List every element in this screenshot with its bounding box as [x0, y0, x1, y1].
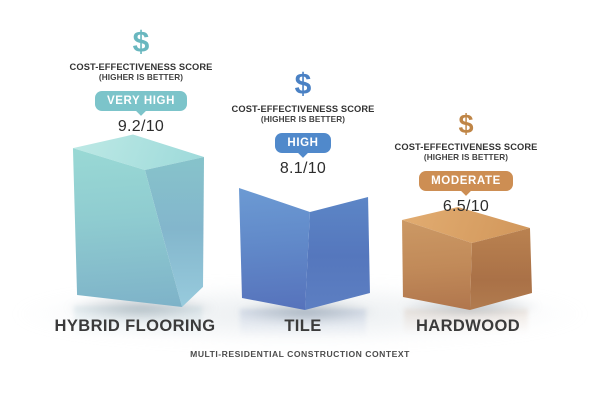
score-subtitle: (HIGHER IS BETTER): [260, 114, 346, 124]
score-value: 8.1/10: [279, 160, 327, 178]
dollar-icon: $: [458, 109, 474, 139]
score-value: 9.2/10: [117, 118, 165, 136]
dollar-icon: $: [294, 68, 312, 101]
category-label-hardwood: HARDWOOD: [415, 317, 521, 335]
bar-reflection-hybrid: [74, 306, 202, 344]
score-subtitle: (HIGHER IS BETTER): [423, 152, 509, 162]
score-title: COST-EFFECTIVENESS SCORE: [394, 142, 538, 152]
bar-tile: [236, 172, 372, 312]
bar-right-face: [304, 197, 370, 311]
score-subtitle: (HIGHER IS BETTER): [98, 72, 184, 82]
score-title: COST-EFFECTIVENESS SCORE: [69, 62, 213, 72]
rating-badge: HIGH: [275, 132, 331, 159]
annotation-column-tile: $ COST-EFFECTIVENESS SCORE (HIGHER IS BE…: [203, 70, 403, 178]
context-caption: MULTI-RESIDENTIAL CONSTRUCTION CONTEXT: [190, 349, 410, 359]
category-label-tile: TILE: [284, 317, 322, 335]
rating-badge-label: MODERATE: [431, 174, 501, 187]
rating-badge: VERY HIGH: [94, 90, 188, 117]
bar-hybrid-flooring: [64, 131, 206, 309]
bar-hardwood: [400, 206, 534, 312]
dollar-icon: $: [132, 26, 150, 59]
score-title: COST-EFFECTIVENESS SCORE: [231, 104, 375, 114]
score-value: 6.5/10: [442, 198, 490, 216]
bar-reflection-hardwood: [404, 309, 528, 339]
annotation-column-hardwood: $ COST-EFFECTIVENESS SCORE (HIGHER IS BE…: [366, 111, 566, 216]
annotation-column-hybrid: $ COST-EFFECTIVENESS SCORE (HIGHER IS BE…: [41, 28, 241, 136]
bar-reflection-tile: [240, 309, 366, 343]
rating-badge-label: VERY HIGH: [106, 94, 176, 107]
rating-badge-label: HIGH: [287, 136, 319, 149]
category-label-hybrid-flooring: HYBRID FLOORING: [54, 317, 216, 335]
bar-front-face: [238, 187, 310, 311]
rating-badge: MODERATE: [419, 170, 513, 197]
